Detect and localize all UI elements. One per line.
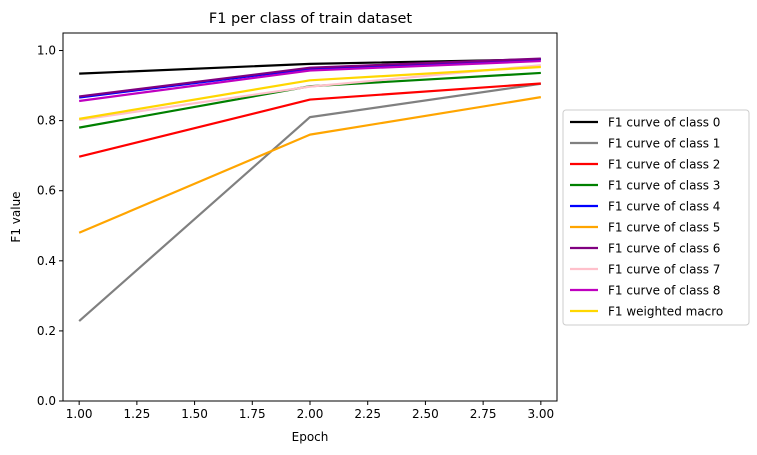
y-tick-label: 0.4 xyxy=(37,254,56,268)
y-tick-label: 0.2 xyxy=(37,324,56,338)
legend-label: F1 curve of class 3 xyxy=(608,179,720,193)
y-axis-label: F1 value xyxy=(9,191,23,242)
legend-label: F1 curve of class 1 xyxy=(608,137,720,151)
x-tick-label: 2.25 xyxy=(354,407,381,421)
legend-label: F1 curve of class 0 xyxy=(608,116,720,130)
x-tick-label: 2.75 xyxy=(470,407,497,421)
legend-label: F1 curve of class 6 xyxy=(608,242,720,256)
legend-label: F1 weighted macro xyxy=(608,305,723,319)
y-axis-ticks: 0.0 0.2 0.4 0.6 0.8 1.0 xyxy=(37,44,63,408)
chart-title: F1 per class of train dataset xyxy=(209,11,413,27)
x-tick-label: 2.50 xyxy=(412,407,439,421)
x-tick-label: 1.00 xyxy=(66,407,93,421)
x-axis-label: Epoch xyxy=(292,430,329,444)
x-tick-label: 2.00 xyxy=(297,407,324,421)
x-tick-label: 1.25 xyxy=(124,407,151,421)
legend-label: F1 curve of class 7 xyxy=(608,263,720,277)
y-tick-label: 0.6 xyxy=(37,184,56,198)
x-tick-label: 3.00 xyxy=(527,407,554,421)
x-tick-label: 1.75 xyxy=(239,407,266,421)
y-tick-label: 1.0 xyxy=(37,44,56,58)
legend-label: F1 curve of class 2 xyxy=(608,158,720,172)
legend: F1 curve of class 0 F1 curve of class 1 F1… xyxy=(563,110,749,325)
legend-label: F1 curve of class 5 xyxy=(608,221,720,235)
y-tick-label: 0.0 xyxy=(37,394,56,408)
legend-label: F1 curve of class 4 xyxy=(608,200,720,214)
legend-label: F1 curve of class 8 xyxy=(608,284,720,298)
y-tick-label: 0.8 xyxy=(37,114,56,128)
x-tick-label: 1.50 xyxy=(181,407,208,421)
plot-lines xyxy=(79,59,541,322)
x-axis-ticks: 1.00 1.25 1.50 1.75 2.00 2.25 2.50 2.75 3.00 xyxy=(66,401,554,421)
